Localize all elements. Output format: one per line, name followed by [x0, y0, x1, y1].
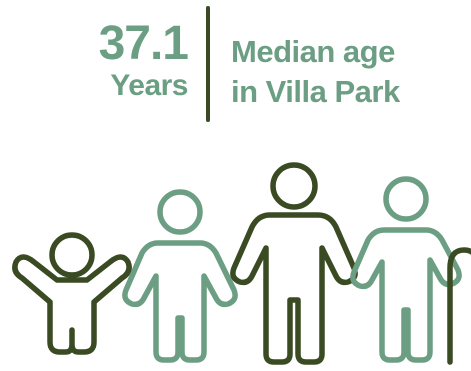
teen-icon — [122, 189, 238, 363]
label-line-1: Median age — [231, 34, 395, 69]
median-age-label: Median age in Villa Park — [231, 32, 451, 112]
cane-icon — [447, 247, 471, 365]
adult-icon — [230, 162, 358, 365]
median-age-unit: Years — [110, 69, 188, 102]
median-age-stat: 37.1 Years — [88, 17, 189, 102]
child-icon — [12, 232, 132, 355]
divider — [206, 6, 210, 122]
elderly-icon — [350, 176, 462, 363]
label-line-2: in Villa Park — [231, 74, 400, 109]
median-age-value: 37.1 — [98, 17, 189, 70]
